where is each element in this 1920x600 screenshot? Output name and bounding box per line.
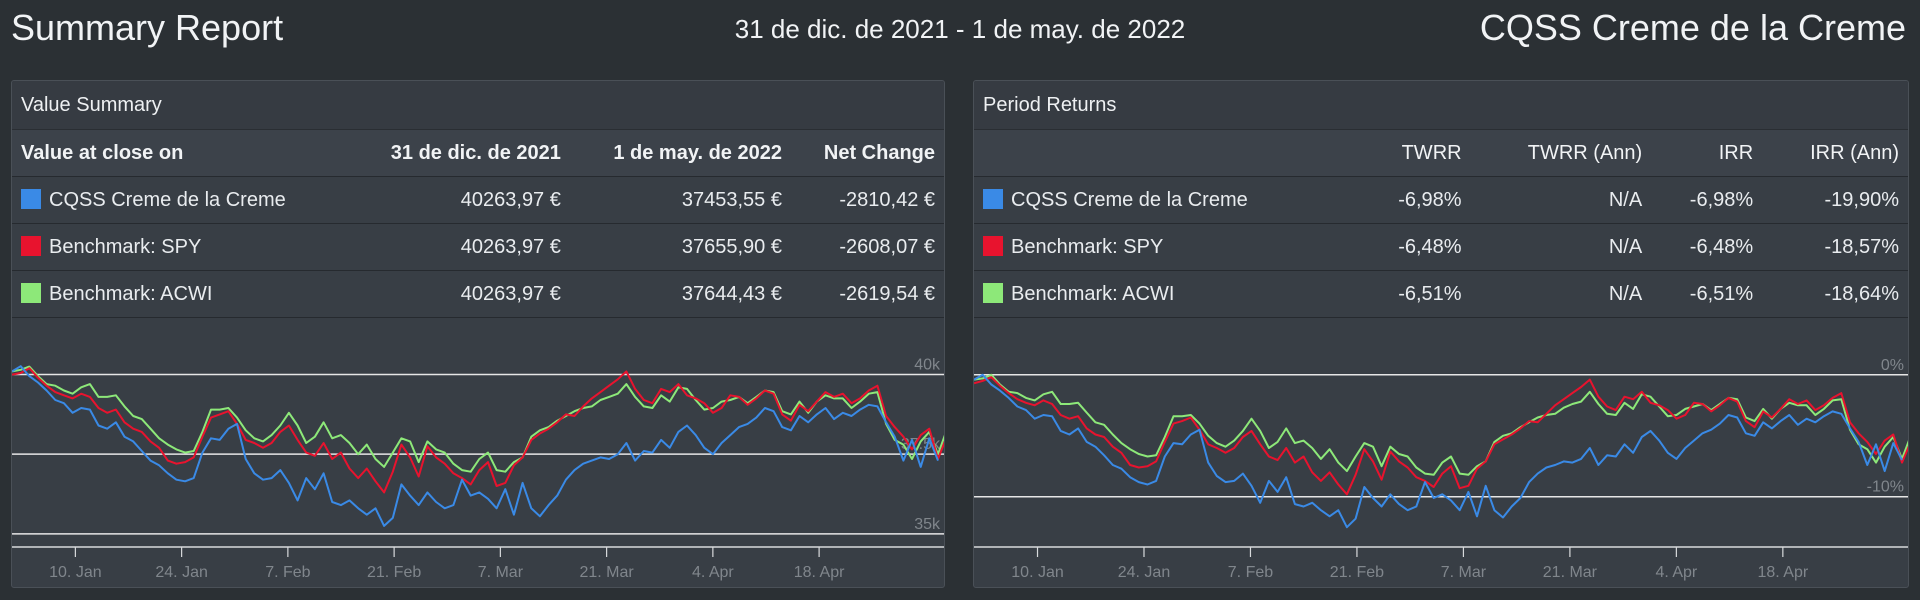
x-tick-label: 7. Mar: [1441, 564, 1487, 581]
table-row: Benchmark: ACWI 40263,97 € 37644,43 € -2…: [12, 270, 944, 318]
col-header: IRR: [1651, 130, 1763, 177]
x-tick-label: 21. Mar: [579, 564, 634, 581]
x-tick-label: 7. Feb: [1228, 564, 1273, 581]
col-header: 31 de dic. de 2021: [347, 130, 570, 177]
returns-chart: 0% -10% 10. Jan 24. Jan 7. Feb 21. Feb 7. Mar 2…: [974, 357, 1908, 587]
legend-swatch: [21, 282, 41, 303]
period-returns-table: TWRR TWRR (Ann) IRR IRR (Ann) CQSS Creme…: [974, 130, 1908, 318]
table-cell: -6,51%: [1651, 270, 1763, 318]
table-row: Benchmark: SPY 40263,97 € 37655,90 € -26…: [12, 223, 944, 271]
col-header: Value at close on: [12, 130, 347, 177]
legend-swatch: [21, 188, 41, 209]
x-tick-label: 4. Apr: [1655, 564, 1697, 581]
table-row: CQSS Creme de la Creme 40263,97 € 37453,…: [12, 176, 944, 224]
table-cell: 40263,97 €: [347, 270, 570, 318]
table-cell: 40263,97 €: [347, 176, 570, 224]
table-cell: -6,98%: [1651, 176, 1763, 224]
series-line-2: [12, 365, 944, 473]
series-name: Benchmark: SPY: [49, 235, 202, 258]
value-summary-title: Value Summary: [12, 81, 944, 130]
table-cell: -6,48%: [1651, 223, 1763, 271]
table-cell: -19,90%: [1762, 176, 1908, 224]
x-tick-label: 10. Jan: [1011, 564, 1063, 581]
y-tick-label: 0%: [1881, 357, 1904, 374]
series-line-0: [974, 373, 1903, 529]
series-line-2: [974, 373, 1908, 476]
table-cell: -2810,42 €: [790, 176, 944, 224]
table-cell: N/A: [1470, 223, 1652, 271]
col-header: [974, 130, 1360, 177]
col-header: 1 de may. de 2022: [569, 130, 791, 177]
x-tick-label: 10. Jan: [49, 564, 101, 581]
y-tick-label: 40k: [914, 357, 941, 374]
y-tick-label: -10%: [1867, 479, 1904, 496]
report-title: Summary Report: [11, 7, 284, 48]
x-tick-label: 7. Feb: [265, 564, 310, 581]
table-cell: N/A: [1470, 270, 1652, 318]
period-returns-title: Period Returns: [974, 81, 1908, 130]
x-tick-label: 21. Feb: [1330, 564, 1384, 581]
table-cell: -18,64%: [1762, 270, 1908, 318]
table-cell: 37644,43 €: [569, 270, 791, 318]
table-header-row: Value at close on 31 de dic. de 2021 1 d…: [12, 130, 944, 177]
date-range: 31 de dic. de 2021 - 1 de may. de 2022: [734, 14, 1186, 44]
col-header: Net Change: [790, 130, 944, 177]
table-cell: -6,51%: [1359, 270, 1471, 318]
y-tick-label: 35k: [914, 516, 941, 533]
value-summary-panel: Value Summary Value at close on 31 de di…: [11, 80, 945, 588]
series-name: Benchmark: SPY: [1011, 235, 1164, 258]
value-chart: 40k 37.5k 35k 10. Jan 24. Jan 7. Feb 21. Feb 7.…: [12, 357, 944, 587]
table-cell: -2619,54 €: [790, 270, 944, 318]
table-row: CQSS Creme de la Creme -6,98% N/A -6,98%…: [974, 176, 1908, 224]
table-cell: 40263,97 €: [347, 223, 570, 271]
x-tick-label: 7. Mar: [478, 564, 524, 581]
table-cell: 37655,90 €: [569, 223, 791, 271]
table-cell: -6,98%: [1359, 176, 1471, 224]
x-tick-label: 18. Apr: [794, 564, 845, 581]
series-line-1: [12, 367, 944, 494]
x-tick-label: 21. Feb: [367, 564, 421, 581]
table-cell: N/A: [1470, 176, 1652, 224]
x-tick-label: 18. Apr: [1757, 564, 1808, 581]
series-line-1: [974, 376, 1908, 496]
legend-swatch: [21, 235, 41, 256]
table-cell: -18,57%: [1762, 223, 1908, 271]
series-name: CQSS Creme de la Creme: [49, 188, 286, 211]
x-tick-label: 4. Apr: [692, 564, 734, 581]
value-summary-table: Value at close on 31 de dic. de 2021 1 d…: [12, 130, 944, 318]
table-row: Benchmark: ACWI -6,51% N/A -6,51% -18,64…: [974, 270, 1908, 318]
table-header-row: TWRR TWRR (Ann) IRR IRR (Ann): [974, 130, 1908, 177]
series-name: Benchmark: ACWI: [1011, 282, 1175, 305]
x-tick-label: 24. Jan: [155, 564, 207, 581]
table-cell: 37453,55 €: [569, 176, 791, 224]
col-header: TWRR (Ann): [1470, 130, 1652, 177]
report-header: Summary Report 31 de dic. de 2021 - 1 de…: [0, 0, 1920, 56]
legend-swatch: [983, 235, 1003, 256]
period-returns-panel: Period Returns TWRR TWRR (Ann) IRR IRR (…: [973, 80, 1909, 588]
col-header: TWRR: [1359, 130, 1471, 177]
legend-swatch: [983, 282, 1003, 303]
table-cell: -6,48%: [1359, 223, 1471, 271]
chart-svg: 0% -10% 10. Jan 24. Jan 7. Feb 21. Feb 7. Mar 2…: [974, 357, 1908, 581]
series-line-0: [12, 365, 939, 527]
x-tick-label: 21. Mar: [1543, 564, 1598, 581]
table-cell: -2608,07 €: [790, 223, 944, 271]
table-row: Benchmark: SPY -6,48% N/A -6,48% -18,57%: [974, 223, 1908, 271]
col-header: IRR (Ann): [1762, 130, 1908, 177]
series-name: Benchmark: ACWI: [49, 282, 213, 305]
x-tick-label: 24. Jan: [1118, 564, 1170, 581]
portfolio-name: CQSS Creme de la Creme: [1479, 7, 1906, 48]
legend-swatch: [983, 188, 1003, 209]
series-name: CQSS Creme de la Creme: [1011, 188, 1248, 211]
